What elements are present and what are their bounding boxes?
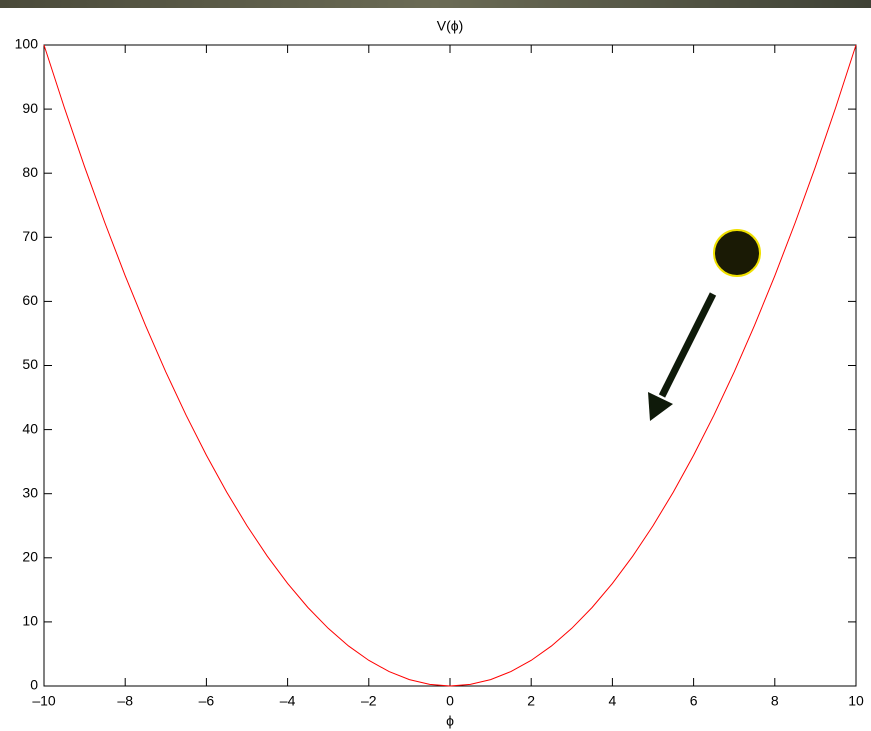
y-tick-label: 20 (22, 549, 38, 565)
chart-title: V(ϕ) (437, 18, 464, 34)
curve (43, 44, 857, 687)
x-tick-label: –2 (361, 693, 377, 709)
ball (713, 229, 761, 277)
y-tick-label: 80 (22, 164, 38, 180)
y-tick-label: 70 (22, 228, 38, 244)
y-tick-label: 30 (22, 484, 38, 500)
y-tick-label: 100 (15, 36, 39, 52)
x-tick-label: –8 (117, 693, 133, 709)
x-tick-label: 10 (848, 693, 864, 709)
x-tick-label: 6 (690, 693, 698, 709)
arrow-head (648, 392, 673, 421)
x-tick-label: 0 (446, 693, 454, 709)
plot-frame (43, 44, 857, 687)
x-axis-label: ϕ (446, 713, 454, 729)
y-tick-label: 0 (30, 677, 38, 693)
y-tick-label: 60 (22, 292, 38, 308)
x-tick-label: 2 (527, 693, 535, 709)
x-tick-label: –6 (199, 693, 215, 709)
arrow-shaft (658, 292, 717, 398)
x-tick-label: –10 (32, 693, 56, 709)
y-tick-label: 50 (22, 356, 38, 372)
y-tick-label: 40 (22, 420, 38, 436)
y-tick-label: 90 (22, 100, 38, 116)
x-tick-label: 8 (771, 693, 779, 709)
top-strip (0, 0, 871, 8)
x-tick-label: 4 (609, 693, 617, 709)
y-tick-label: 10 (22, 613, 38, 629)
x-tick-label: –4 (280, 693, 296, 709)
